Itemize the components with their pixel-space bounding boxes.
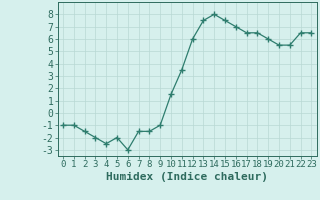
X-axis label: Humidex (Indice chaleur): Humidex (Indice chaleur) (106, 172, 268, 182)
